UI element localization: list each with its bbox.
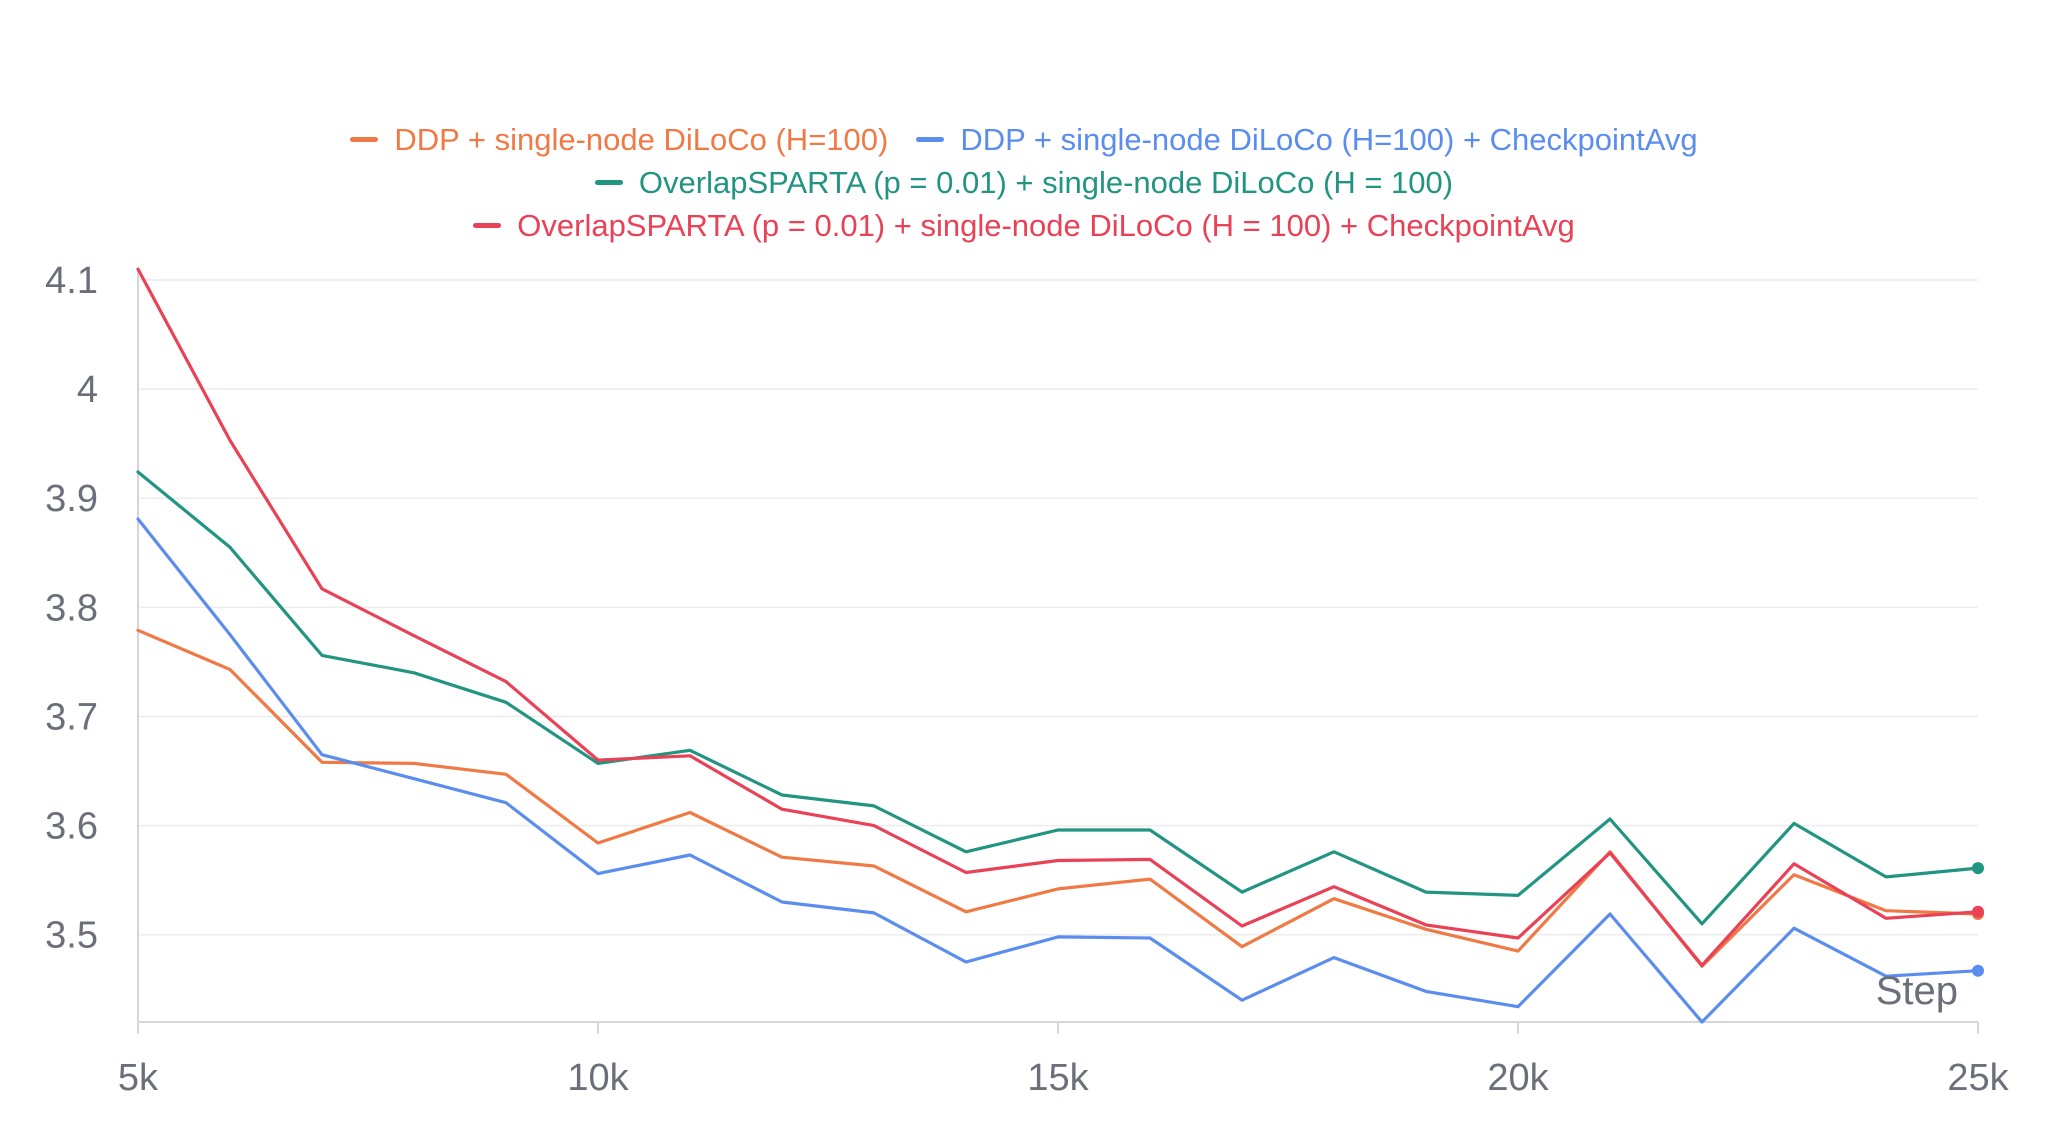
series-end-point-overlapsparta-diloco: [1972, 862, 1984, 875]
legend-item-overlapsparta-diloco-checkpointavg[interactable]: OverlapSPARTA (p = 0.01) + single-node D…: [473, 207, 1575, 244]
legend-row-1: DDP + single-node DiLoCo (H=100) DDP + s…: [0, 118, 2048, 161]
series-line-ddp-diloco: [136, 628, 1980, 968]
axes: [137, 270, 1979, 1034]
legend: DDP + single-node DiLoCo (H=100) DDP + s…: [0, 118, 2048, 247]
x-tick-label: 15k: [1027, 1057, 1089, 1099]
legend-swatch: [916, 137, 945, 142]
series-end-point-overlapsparta-diloco-checkpointavg: [1972, 905, 1984, 918]
legend-item-ddp-diloco-checkpointavg[interactable]: DDP + single-node DiLoCo (H=100) + Check…: [916, 121, 1698, 158]
tick-labels: 3.5 3.6 3.7 3.8 3.9 4 4.1 5k 10k 15k 20k 25k: [45, 260, 2009, 1099]
legend-label: DDP + single-node DiLoCo (H=100) + Check…: [960, 121, 1698, 157]
series-line-ddp-diloco-checkpointavg: [136, 517, 1980, 1024]
legend-label: DDP + single-node DiLoCo (H=100): [394, 121, 889, 157]
legend-label: OverlapSPARTA (p = 0.01) + single-node D…: [517, 207, 1575, 243]
legend-item-ddp-diloco[interactable]: DDP + single-node DiLoCo (H=100): [350, 122, 888, 158]
y-tick-label: 3.6: [45, 806, 98, 848]
legend-item-overlapsparta-diloco[interactable]: OverlapSPARTA (p = 0.01) + single-node D…: [594, 164, 1454, 201]
legend-swatch: [350, 137, 379, 142]
series-line-overlapsparta-diloco-checkpointavg: [136, 267, 1980, 967]
x-tick-label: 25k: [1947, 1057, 2009, 1099]
series-end-point-ddp-diloco-checkpointavg: [1972, 964, 1984, 977]
y-tick-label: 4.1: [45, 260, 98, 302]
series-line-overlapsparta-diloco: [136, 470, 1980, 926]
legend-row-3: OverlapSPARTA (p = 0.01) + single-node D…: [0, 204, 2048, 247]
y-tick-label: 3.9: [45, 478, 98, 520]
legend-swatch: [594, 180, 623, 185]
y-tick-label: 3.7: [45, 696, 98, 738]
legend-row-2: OverlapSPARTA (p = 0.01) + single-node D…: [0, 161, 2048, 204]
y-tick-label: 4: [77, 369, 98, 411]
x-tick-label: 10k: [567, 1057, 629, 1099]
x-axis-label: Step: [1876, 969, 1958, 1013]
y-tick-label: 3.5: [45, 915, 98, 957]
y-tick-label: 3.8: [45, 587, 98, 629]
x-tick-label: 20k: [1487, 1057, 1549, 1099]
series-group: [136, 267, 1984, 1024]
x-tick-label: 5k: [118, 1057, 159, 1099]
grid: [138, 279, 1978, 936]
legend-label: OverlapSPARTA (p = 0.01) + single-node D…: [638, 164, 1454, 200]
legend-swatch: [473, 223, 502, 228]
